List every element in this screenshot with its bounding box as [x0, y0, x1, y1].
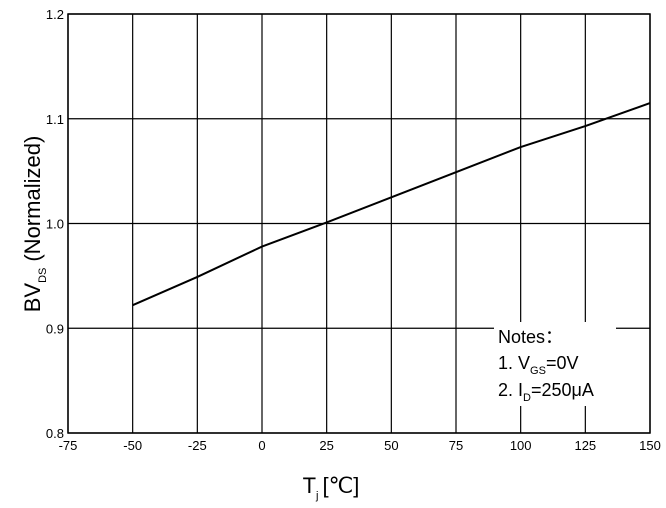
notes-line-1-prefix: 1. V [498, 353, 530, 373]
x-tick-label: -25 [188, 438, 207, 453]
x-tick-label: 50 [384, 438, 398, 453]
x-axis-label-unit: [℃] [322, 473, 359, 498]
x-tick-label: -75 [59, 438, 78, 453]
y-tick-label: 0.9 [46, 321, 64, 336]
notes-line-2-sub: D [523, 392, 531, 404]
notes-line-2-prefix: 2. I [498, 380, 523, 400]
notes-title: Notes： [498, 327, 563, 347]
notes-line-1-sub: GS [530, 365, 546, 377]
y-axis-label-rest: (Normalized) [20, 136, 45, 262]
y-axis-label: BVDS (Normalized) [20, 136, 49, 313]
series-line [132, 102, 651, 307]
x-tick-label: 125 [574, 438, 596, 453]
y-axis-label-main: BV [20, 283, 45, 313]
x-axis-label-sub: j [315, 490, 318, 502]
y-tick-label: 0.8 [46, 426, 64, 441]
x-axis-label: Tj [℃] [303, 473, 360, 502]
x-tick-label: 100 [510, 438, 532, 453]
x-tick-label: 75 [449, 438, 463, 453]
notes-line-1-suffix: =0V [546, 353, 579, 373]
y-tick-label: 1.1 [46, 112, 64, 127]
x-tick-label: 25 [319, 438, 333, 453]
x-axis-label-main: T [303, 473, 316, 498]
notes-line-2-suffix: =250μA [531, 380, 594, 400]
series-layer [132, 102, 651, 307]
x-tick-labels: -75 -50 -25 0 25 50 75 100 125 150 [59, 438, 661, 453]
plot-frame [67, 13, 651, 434]
notes-line-2: 2. ID=250μA [498, 380, 594, 404]
y-tick-labels: 0.8 0.9 1.0 1.1 1.2 [46, 7, 64, 441]
x-tick-label: 150 [639, 438, 661, 453]
y-tick-label: 1.2 [46, 7, 64, 22]
y-tick-label: 1.0 [46, 217, 64, 232]
notes-line-1: 1. VGS=0V [498, 353, 578, 377]
notes-annotation: Notes： 1. VGS=0V 2. ID=250μA [494, 322, 616, 406]
x-tick-label: 0 [258, 438, 265, 453]
y-axis-label-sub: DS [37, 268, 49, 283]
x-tick-label: -50 [123, 438, 142, 453]
